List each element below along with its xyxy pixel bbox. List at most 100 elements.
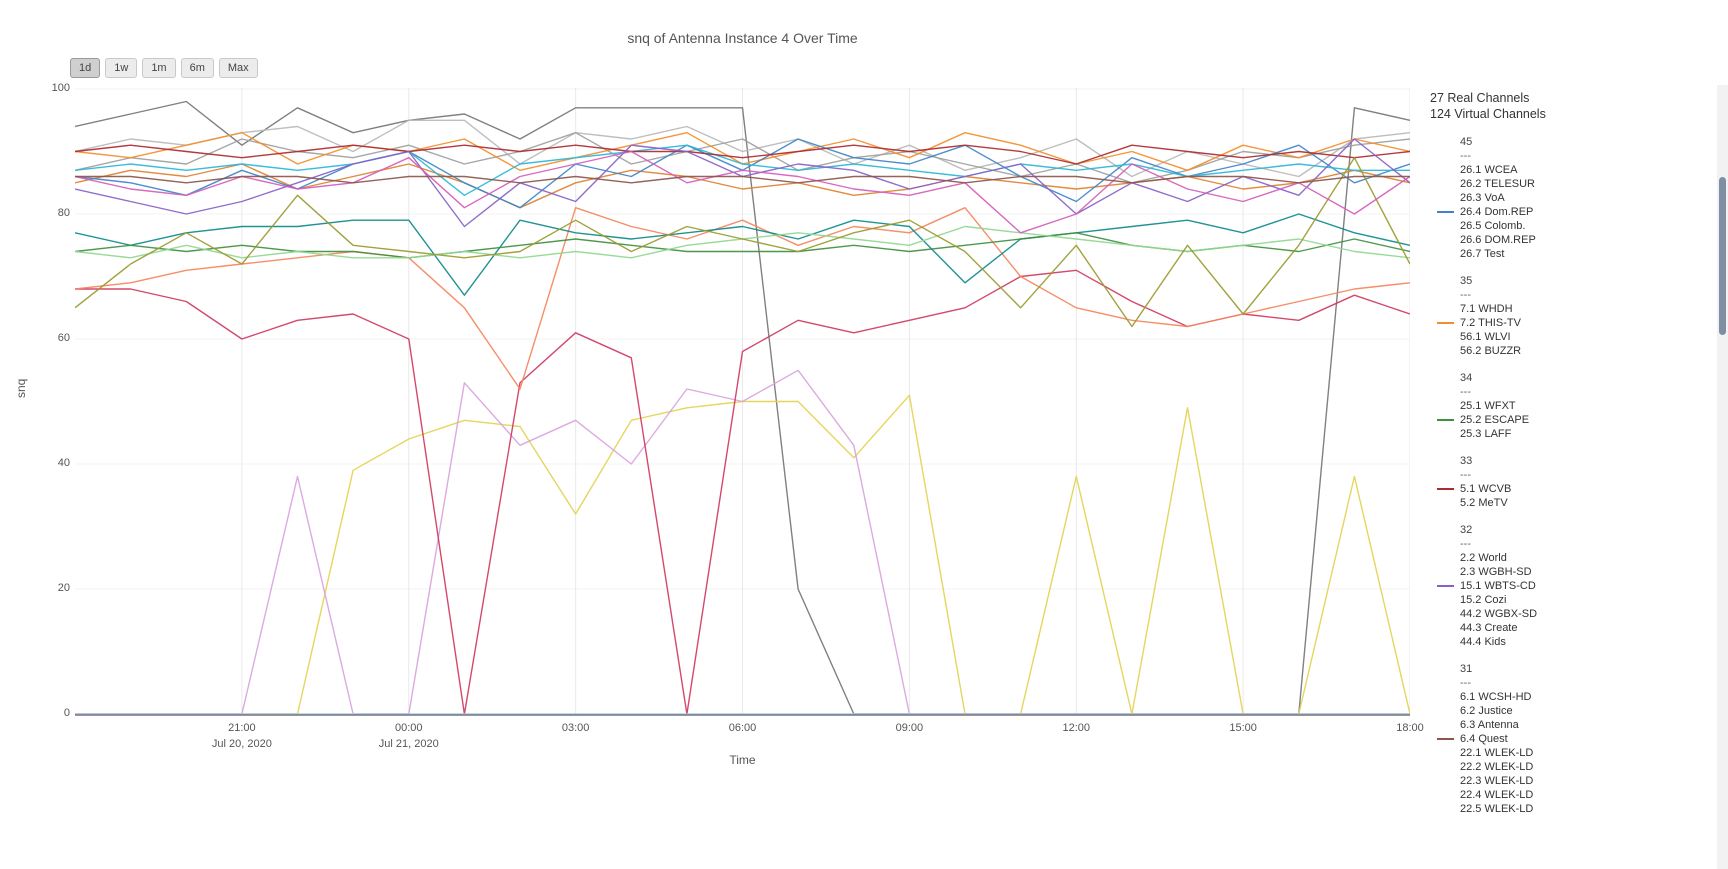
x-tick-0000: 00:00 xyxy=(394,722,423,734)
legend-item-label: 5.2 MeTV xyxy=(1460,497,1508,509)
range-button-1w[interactable]: 1w xyxy=(105,58,138,78)
x-axis-title: Time xyxy=(729,753,756,767)
series-magenta[interactable] xyxy=(75,150,1410,234)
legend-item-label: 26.2 TELESUR xyxy=(1460,178,1536,190)
legend-item-25.3[interactable]: 25.3 LAFF xyxy=(1430,427,1552,441)
series-brown[interactable] xyxy=(75,175,1410,184)
legend-rf-number: 35 xyxy=(1460,275,1473,287)
legend-separator: --- xyxy=(1460,289,1471,301)
legend-rf-number: 34 xyxy=(1460,372,1473,384)
y-tick-20: 20 xyxy=(57,582,70,594)
legend-rf-number: 33 xyxy=(1460,455,1473,467)
chart-title: snq of Antenna Instance 4 Over Time xyxy=(627,30,858,46)
legend-rf-number: 45 xyxy=(1460,136,1473,148)
legend-item-label: 7.1 WHDH xyxy=(1460,303,1513,315)
legend-item-44.2[interactable]: 44.2 WGBX-SD xyxy=(1430,607,1552,621)
legend-item-label: 25.3 LAFF xyxy=(1460,428,1512,440)
x-tick-date: Jul 21, 2020 xyxy=(378,738,439,750)
legend-item-44.4[interactable]: 44.4 Kids xyxy=(1430,635,1552,649)
legend-item-label: 25.1 WFXT xyxy=(1460,400,1516,412)
plot-area[interactable] xyxy=(75,88,1410,716)
legend-item-label: 6.3 Antenna xyxy=(1460,719,1519,731)
legend-item-6.2[interactable]: 6.2 Justice xyxy=(1430,704,1552,718)
legend-item-label: 44.3 Create xyxy=(1460,622,1518,634)
legend-item-56.1[interactable]: 56.1 WLVI xyxy=(1430,330,1552,344)
legend-item-22.5[interactable]: 22.5 WLEK-LD xyxy=(1430,802,1552,816)
legend-header-real-channels: 27 Real Channels xyxy=(1430,91,1530,105)
legend-item-26.5[interactable]: 26.5 Colomb. xyxy=(1430,219,1552,233)
x-tick-date: Jul 20, 2020 xyxy=(211,738,272,750)
legend-item-22.4[interactable]: 22.4 WLEK-LD xyxy=(1430,788,1552,802)
legend-item-7.1[interactable]: 7.1 WHDH xyxy=(1430,302,1552,316)
legend-item-15.2[interactable]: 15.2 Cozi xyxy=(1430,593,1552,607)
legend-item-22.1[interactable]: 22.1 WLEK-LD xyxy=(1430,746,1552,760)
legend-item-label: 15.1 WBTS-CD xyxy=(1460,580,1536,592)
legend-item-25.2[interactable]: 25.2 ESCAPE xyxy=(1430,413,1552,427)
legend-line-swatch-icon xyxy=(1437,211,1454,213)
legend-item-2.2[interactable]: 2.2 World xyxy=(1430,551,1552,565)
legend-item-15.1[interactable]: 15.1 WBTS-CD xyxy=(1430,579,1552,593)
legend-line-swatch-icon xyxy=(1437,322,1454,324)
legend-item-7.2[interactable]: 7.2 THIS-TV xyxy=(1430,316,1552,330)
range-button-max[interactable]: Max xyxy=(218,58,258,78)
legend-rf-number: 32 xyxy=(1460,524,1473,536)
series-salmon[interactable] xyxy=(75,206,1410,390)
legend-item-26.7[interactable]: 26.7 Test xyxy=(1430,247,1552,261)
legend-separator: --- xyxy=(1460,538,1471,550)
legend-group-rf-45: 45 --- 26.1 WCEA 26.2 TELESUR 26.3 VoA 26.4 D… xyxy=(1430,135,1552,261)
range-button-1m[interactable]: 1m xyxy=(142,58,176,78)
legend-item-22.3[interactable]: 22.3 WLEK-LD xyxy=(1430,774,1552,788)
series-olive[interactable] xyxy=(75,156,1410,328)
legend-item-label: 7.2 THIS-TV xyxy=(1460,317,1521,329)
legend-item-6.1[interactable]: 6.1 WCSH-HD xyxy=(1430,690,1552,704)
x-tick-0600: 06:00 xyxy=(728,722,757,734)
legend-item-5.2[interactable]: 5.2 MeTV xyxy=(1430,496,1552,510)
legend-item-label: 26.3 VoA xyxy=(1460,192,1505,204)
x-tick-1500: 15:00 xyxy=(1229,722,1257,734)
x-tick-1200: 12:00 xyxy=(1062,722,1091,734)
legend-item-label: 56.1 WLVI xyxy=(1460,331,1511,343)
series-teal[interactable] xyxy=(75,213,1410,296)
legend-item-5.1[interactable]: 5.1 WCVB xyxy=(1430,482,1552,496)
legend-item-26.2[interactable]: 26.2 TELESUR xyxy=(1430,177,1552,191)
legend-item-label: 26.4 Dom.REP xyxy=(1460,206,1534,218)
legend-item-label: 26.6 DOM.REP xyxy=(1460,234,1536,246)
legend-item-label: 6.4 Quest xyxy=(1460,733,1508,745)
range-button-1d[interactable]: 1d xyxy=(70,58,101,78)
legend-group-rf-32: 32 --- 2.2 World 2.3 WGBH-SD 15.1 WBTS-CD 15.… xyxy=(1430,523,1552,649)
y-tick-60: 60 xyxy=(57,332,70,344)
legend-item-label: 5.1 WCVB xyxy=(1460,483,1512,495)
legend-header-virtual-channels: 124 Virtual Channels xyxy=(1430,107,1546,121)
legend-item-26.4[interactable]: 26.4 Dom.REP xyxy=(1430,205,1552,219)
legend-item-label: 22.5 WLEK-LD xyxy=(1460,803,1534,815)
legend-item-label: 26.7 Test xyxy=(1460,248,1505,260)
legend-group-rf-35: 35 --- 7.1 WHDH 7.2 THIS-TV 56.1 WLVI 56.2 BU… xyxy=(1430,274,1552,358)
legend-item-22.2[interactable]: 22.2 WLEK-LD xyxy=(1430,760,1552,774)
legend-item-2.3[interactable]: 2.3 WGBH-SD xyxy=(1430,565,1552,579)
legend-scrollbar-thumb[interactable] xyxy=(1719,177,1726,335)
legend-item-26.1[interactable]: 26.1 WCEA xyxy=(1430,163,1552,177)
range-button-6m[interactable]: 6m xyxy=(180,58,214,78)
legend-scrollbar-track[interactable] xyxy=(1717,85,1728,869)
legend-separator: --- xyxy=(1460,386,1471,398)
legend-item-56.2[interactable]: 56.2 BUZZR xyxy=(1430,344,1552,358)
legend-item-label: 22.3 WLEK-LD xyxy=(1460,775,1534,787)
legend-item-label: 2.2 World xyxy=(1460,552,1507,564)
legend-item-26.3[interactable]: 26.3 VoA xyxy=(1430,191,1552,205)
plot-svg[interactable] xyxy=(75,88,1410,716)
y-axis-title: snq xyxy=(14,378,28,398)
y-tick-0: 0 xyxy=(63,707,70,719)
series-dark-red[interactable] xyxy=(75,144,1410,165)
legend-item-25.1[interactable]: 25.1 WFXT xyxy=(1430,399,1552,413)
legend-item-44.3[interactable]: 44.3 Create xyxy=(1430,621,1552,635)
legend-item-label: 26.1 WCEA xyxy=(1460,164,1518,176)
legend-item-26.6[interactable]: 26.6 DOM.REP xyxy=(1430,233,1552,247)
x-tick-2100: 21:00 xyxy=(228,722,256,734)
legend-item-6.3[interactable]: 6.3 Antenna xyxy=(1430,718,1552,732)
legend-item-6.4[interactable]: 6.4 Quest xyxy=(1430,732,1552,746)
legend-item-label: 26.5 Colomb. xyxy=(1460,220,1526,232)
legend-item-label: 44.4 Kids xyxy=(1460,636,1506,648)
legend-group-rf-34: 34 --- 25.1 WFXT 25.2 ESCAPE 25.3 LAFF xyxy=(1430,371,1552,441)
legend-item-label: 6.1 WCSH-HD xyxy=(1460,691,1532,703)
x-tick-0300: 03:00 xyxy=(561,722,590,734)
